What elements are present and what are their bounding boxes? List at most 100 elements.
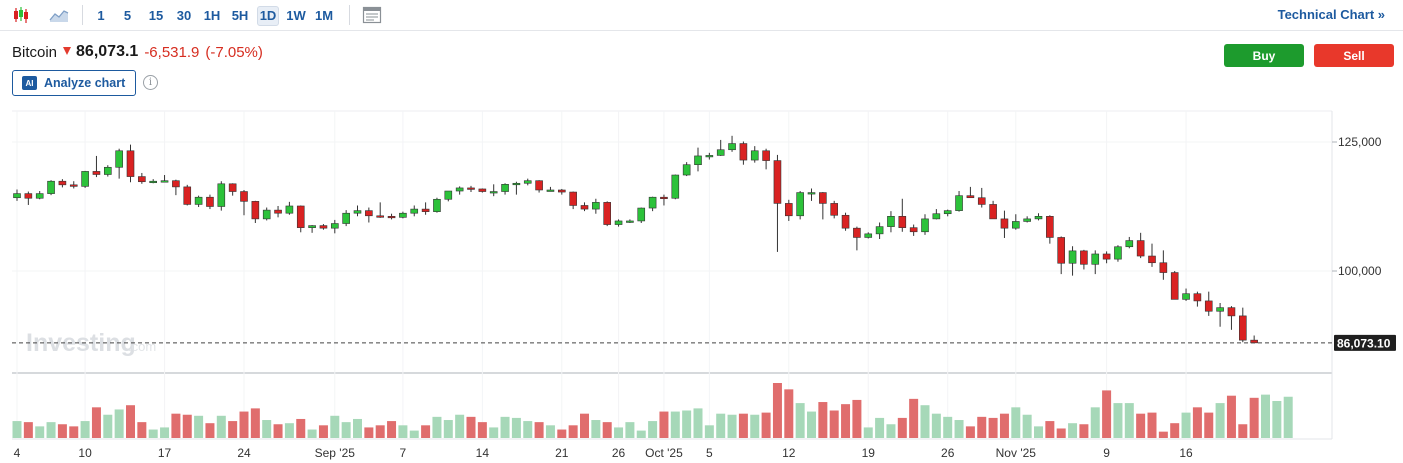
timeframe-15[interactable]: 15	[148, 8, 164, 23]
technical-chart-link[interactable]: Technical Chart »	[1277, 7, 1385, 22]
candle[interactable]	[739, 141, 748, 165]
candle[interactable]	[410, 205, 419, 217]
timeframe-1h[interactable]: 1H	[203, 8, 221, 23]
candle[interactable]	[523, 178, 532, 186]
candle[interactable]	[399, 211, 407, 219]
buy-button[interactable]: Buy	[1224, 44, 1304, 67]
layout-icon[interactable]	[360, 4, 384, 26]
candle[interactable]	[830, 200, 839, 219]
candle[interactable]	[35, 191, 44, 200]
timeframe-30[interactable]: 30	[176, 8, 192, 23]
candle[interactable]	[784, 199, 793, 221]
candle[interactable]	[444, 190, 453, 202]
candle[interactable]	[1034, 213, 1043, 221]
candle[interactable]	[126, 144, 135, 183]
candle[interactable]	[1227, 306, 1236, 330]
candle[interactable]	[569, 191, 577, 210]
candle[interactable]	[24, 191, 33, 205]
candle[interactable]	[353, 205, 362, 217]
candle[interactable]	[1182, 288, 1190, 301]
candle[interactable]	[160, 175, 169, 183]
candle[interactable]	[728, 135, 736, 152]
candle[interactable]	[1011, 214, 1020, 230]
timeframe-1m[interactable]: 1M	[314, 8, 334, 23]
candle[interactable]	[1125, 236, 1134, 249]
candle[interactable]	[705, 152, 714, 160]
timeframe-5[interactable]: 5	[123, 8, 132, 23]
candle[interactable]	[546, 186, 555, 192]
candle[interactable]	[853, 226, 861, 251]
candle[interactable]	[637, 207, 646, 224]
candle[interactable]	[342, 210, 350, 227]
candle[interactable]	[716, 139, 725, 156]
candle[interactable]	[285, 201, 294, 215]
candle[interactable]	[296, 205, 305, 233]
candle[interactable]	[1250, 335, 1258, 344]
candle[interactable]	[262, 207, 271, 221]
candle[interactable]	[796, 191, 804, 220]
candle[interactable]	[206, 194, 214, 210]
candle[interactable]	[1102, 251, 1111, 264]
timeframe-1d[interactable]: 1D	[257, 6, 279, 26]
candle[interactable]	[1216, 302, 1224, 327]
candle[interactable]	[217, 181, 226, 211]
candle[interactable]	[1204, 291, 1213, 316]
candle[interactable]	[467, 185, 475, 193]
candle[interactable]	[921, 214, 929, 235]
candle[interactable]	[365, 207, 373, 223]
candle[interactable]	[115, 148, 123, 179]
info-icon[interactable]: i	[143, 75, 158, 90]
candle[interactable]	[762, 148, 770, 170]
candle[interactable]	[433, 197, 441, 213]
candle[interactable]	[251, 200, 260, 224]
candle[interactable]	[1148, 243, 1156, 267]
candle[interactable]	[1170, 271, 1179, 300]
candle[interactable]	[501, 183, 509, 195]
candle[interactable]	[194, 195, 203, 208]
candle[interactable]	[228, 183, 237, 196]
candle[interactable]	[909, 224, 918, 236]
candle[interactable]	[807, 188, 816, 201]
timeframe-5h[interactable]: 5H	[231, 8, 249, 23]
candle[interactable]	[989, 200, 997, 220]
candle[interactable]	[535, 180, 543, 193]
candle[interactable]	[875, 222, 884, 240]
candle[interactable]	[841, 212, 850, 231]
candle[interactable]	[330, 219, 339, 234]
candle[interactable]	[69, 181, 78, 189]
candle[interactable]	[319, 224, 328, 230]
candle[interactable]	[1057, 236, 1065, 275]
candle[interactable]	[1193, 291, 1202, 307]
candle[interactable]	[1159, 250, 1168, 280]
candle[interactable]	[1239, 307, 1247, 343]
candle[interactable]	[376, 202, 385, 218]
candle[interactable]	[932, 209, 941, 220]
candle[interactable]	[773, 154, 782, 252]
candle[interactable]	[1000, 210, 1009, 238]
candle[interactable]	[13, 189, 21, 201]
candle[interactable]	[966, 186, 975, 199]
candle[interactable]	[81, 170, 89, 188]
candle[interactable]	[183, 184, 192, 206]
candle[interactable]	[1091, 250, 1100, 275]
candle[interactable]	[1068, 246, 1077, 276]
candle[interactable]	[898, 198, 907, 232]
timeframe-1[interactable]: 1	[97, 8, 105, 23]
candle[interactable]	[580, 202, 589, 212]
candle[interactable]	[1136, 232, 1145, 259]
candle[interactable]	[955, 191, 963, 212]
candle[interactable]	[819, 192, 827, 220]
candle[interactable]	[489, 184, 498, 197]
candle[interactable]	[1023, 216, 1031, 223]
candle[interactable]	[614, 219, 623, 227]
candle[interactable]	[750, 146, 759, 163]
candle[interactable]	[660, 194, 668, 206]
candle[interactable]	[47, 180, 55, 196]
candle[interactable]	[1080, 249, 1088, 270]
candle[interactable]	[149, 179, 157, 184]
candle[interactable]	[240, 189, 248, 216]
candle[interactable]	[92, 155, 101, 178]
candlestick-icon[interactable]	[9, 4, 33, 26]
candle[interactable]	[172, 179, 180, 196]
